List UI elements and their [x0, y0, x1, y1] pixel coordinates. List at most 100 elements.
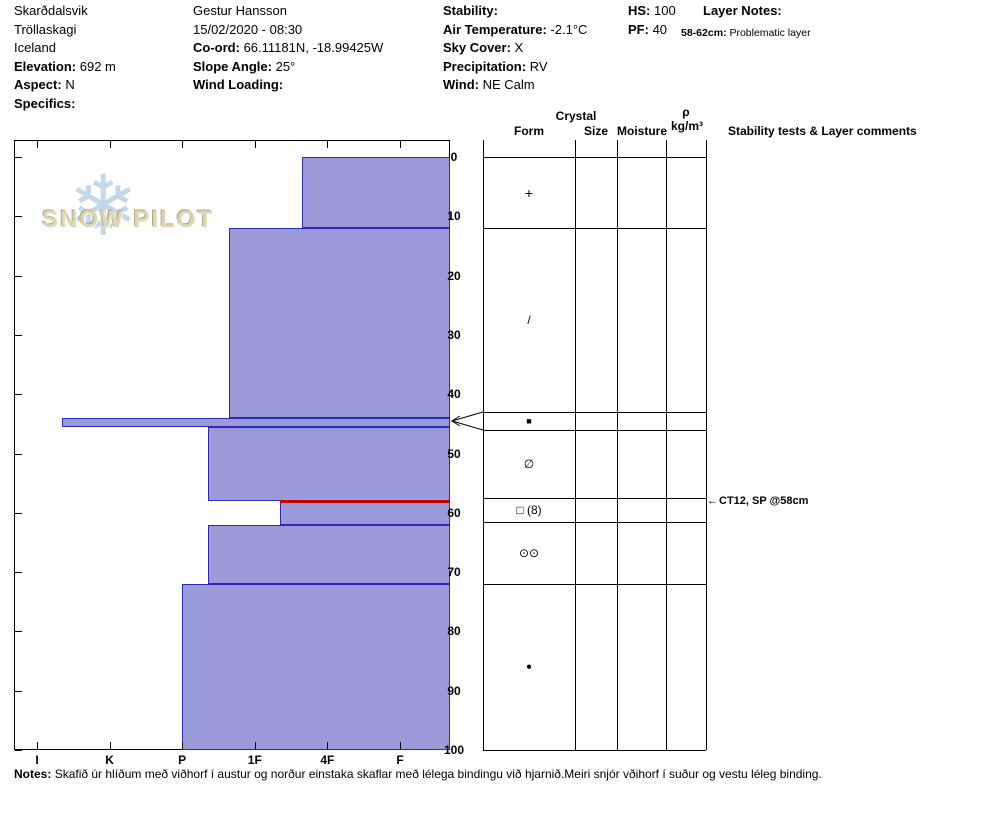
depth-tick — [15, 512, 22, 514]
stability-row: Stability: — [443, 2, 587, 21]
depth-tick — [15, 631, 22, 633]
density-symbol-header: ρ — [682, 105, 690, 119]
location-country: Iceland — [14, 40, 56, 55]
logo-text: SNOW PILOT — [42, 206, 214, 233]
hardness-tick-top — [254, 141, 256, 148]
problematic-layer-line — [280, 499, 450, 503]
sky-cover-label: Sky Cover: — [443, 40, 511, 55]
header-location-col: Skarðdalsvik Tröllaskagi Iceland Elevati… — [14, 2, 116, 113]
snow-layer-bar — [207, 524, 450, 584]
hardness-axis-label: I — [35, 753, 39, 767]
header-observation-col: Gestur Hansson 15/02/2020 - 08:30 Co-ord… — [193, 2, 383, 95]
grid-vertical-line — [575, 140, 576, 750]
location-name: Skarðdalsvik — [14, 3, 88, 18]
grid-vertical-line — [666, 140, 667, 750]
layer-note-range: 58-62cm: — [681, 26, 727, 39]
depth-axis-label: 60 — [447, 505, 461, 520]
form-column-header: Form — [514, 124, 544, 138]
hardness-tick-bottom — [182, 742, 184, 749]
aspect-value: N — [65, 77, 75, 92]
stability-test-label: CT12, SP @58cm — [719, 494, 809, 507]
depth-axis-label: 100 — [443, 743, 465, 757]
air-temperature-value: -2.1°C — [550, 21, 588, 37]
wind-label: Wind: — [443, 77, 479, 92]
layer-note-item: 58-62cm: Problematic layer — [681, 24, 811, 43]
coord-value: 66.11181N, -18.99425W — [243, 40, 384, 55]
hardness-tick-top — [182, 141, 184, 148]
aspect-label: Aspect: — [14, 77, 62, 92]
hardness-axis-label: P — [178, 753, 187, 767]
hardness-tick-bottom — [254, 742, 256, 749]
depth-axis-label: 30 — [447, 327, 461, 342]
air-temperature-row: Air Temperature: -2.1°C — [443, 21, 587, 40]
slope-angle-value: 25° — [275, 58, 296, 74]
snow-layer-bar — [280, 500, 450, 525]
hardness-axis-label: F — [396, 753, 404, 767]
depth-tick — [15, 334, 22, 336]
stability-label: Stability: — [443, 3, 498, 18]
grain-form-symbol: ⊙⊙ — [518, 545, 540, 560]
depth-tick — [15, 275, 22, 277]
depth-tick — [15, 572, 22, 574]
size-column-header: Size — [583, 124, 608, 138]
hardness-tick-bottom — [109, 742, 111, 749]
depth-axis-label: 10 — [447, 209, 461, 224]
grid-vertical-line — [706, 140, 707, 750]
pf-label: PF: — [628, 21, 649, 37]
header-conditions-col: Stability: Air Temperature: -2.1°C Sky C… — [443, 2, 587, 95]
header-snowpack-col: HS: 100 PF: 40 — [628, 2, 676, 39]
observer-name: Gestur Hansson — [193, 3, 287, 18]
snowpilot-logo: ❄ SNOW PILOT — [40, 164, 215, 263]
grid-horizontal-line — [483, 497, 706, 499]
hardness-tick-bottom — [327, 742, 329, 749]
specifics-row: Specifics: — [14, 95, 116, 114]
snow-layer-bar — [62, 417, 450, 427]
hardness-axis-label: K — [105, 753, 114, 767]
density-units-header: kg/m³ — [670, 119, 703, 133]
stability-test-note: ←CT12, SP @58cm — [707, 495, 808, 507]
notes-label: Notes: — [14, 767, 52, 781]
thin-layer-callout-icon — [450, 411, 484, 431]
specifics-label: Specifics: — [14, 95, 76, 111]
snowflake-icon: ❄ — [68, 159, 139, 253]
depth-tick — [15, 394, 22, 396]
elevation-value: 692 m — [79, 58, 116, 74]
coord-label: Co-ord: — [193, 40, 240, 55]
hs-value: 100 — [654, 3, 676, 18]
air-temperature-label: Air Temperature: — [443, 21, 547, 37]
grain-form-symbol: ● — [525, 661, 533, 673]
wind-loading-row: Wind Loading: — [193, 76, 383, 95]
grid-horizontal-line — [483, 228, 706, 230]
depth-axis-label: 80 — [447, 624, 461, 639]
depth-tick — [15, 750, 22, 751]
location-region: Tröllaskagi — [14, 21, 77, 37]
grid-horizontal-line — [483, 521, 706, 523]
depth-axis-label: 70 — [447, 565, 461, 580]
depth-tick — [15, 453, 22, 455]
grid-horizontal-line — [483, 411, 706, 413]
snow-layer-bar — [207, 426, 450, 501]
grid-horizontal-line — [483, 429, 706, 431]
notes-text: Skafið úr hlíðum með viðhorf í austur og… — [54, 767, 822, 781]
grain-form-symbol: □ (8) — [516, 502, 542, 517]
hardness-tick-top — [400, 141, 401, 148]
hardness-tick-top — [109, 141, 111, 148]
header-layer-notes-col: Layer Notes: 58-62cm: Problematic layer — [681, 2, 811, 42]
hardness-axis-label: 4F — [320, 753, 335, 767]
depth-tick — [15, 690, 22, 692]
left-arrow-icon: ← — [707, 494, 718, 507]
grid-vertical-line — [617, 140, 618, 750]
grain-form-symbol: ■ — [526, 415, 532, 426]
depth-axis-label: 20 — [447, 268, 461, 283]
grain-form-symbol: + — [524, 184, 534, 201]
wind-row: Wind: NE Calm — [443, 76, 587, 95]
depth-tick — [15, 216, 22, 218]
grid-horizontal-line — [483, 583, 706, 585]
hardness-axis-label: 1F — [247, 753, 262, 767]
wind-loading-label: Wind Loading: — [193, 77, 284, 92]
elevation-row: Elevation: 692 m — [14, 58, 116, 77]
depth-axis-label: 50 — [447, 446, 461, 461]
grain-form-symbol: ∅ — [523, 456, 535, 471]
wind-value: NE Calm — [482, 77, 535, 92]
